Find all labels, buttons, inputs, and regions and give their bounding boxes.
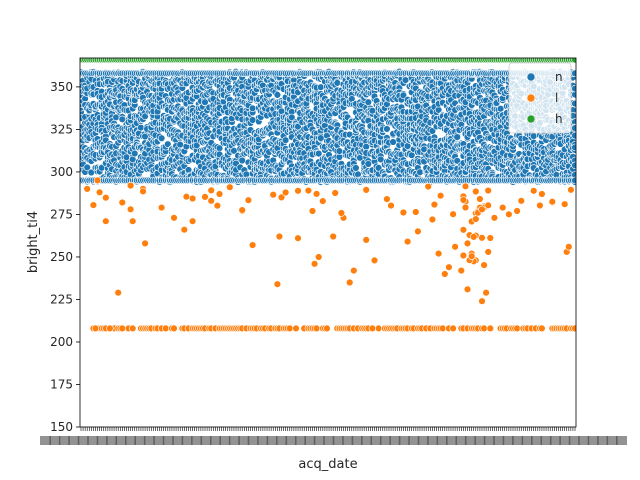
- data-point-l: [383, 195, 391, 203]
- data-point-l: [91, 324, 100, 333]
- data-point-l: [188, 217, 197, 225]
- data-point-l: [126, 205, 135, 214]
- data-point-l: [449, 324, 457, 333]
- data-point-n: [137, 123, 145, 132]
- data-point-n: [529, 132, 538, 140]
- data-point-l: [215, 190, 224, 198]
- data-point-l: [346, 278, 354, 287]
- data-point-l: [350, 266, 358, 275]
- data-point-l: [480, 324, 488, 333]
- data-point-n: [368, 106, 377, 115]
- data-point-n: [238, 156, 246, 165]
- data-point-l: [310, 260, 319, 268]
- data-point-l: [370, 256, 379, 265]
- data-point-l: [106, 324, 114, 333]
- data-point-l: [102, 217, 110, 225]
- data-point-n: [273, 91, 282, 99]
- data-point-l: [248, 241, 257, 249]
- data-point-l: [275, 232, 284, 241]
- data-point-n: [248, 104, 257, 113]
- data-point-l: [273, 280, 282, 288]
- series-n-points: [80, 67, 576, 186]
- data-point-l: [129, 217, 137, 225]
- data-point-l: [304, 186, 313, 195]
- data-point-l: [118, 198, 127, 207]
- data-point-n: [496, 104, 505, 113]
- data-point-l: [445, 263, 453, 271]
- data-point-n: [453, 133, 461, 141]
- data-point-l: [294, 234, 302, 242]
- data-point-l: [441, 270, 449, 278]
- data-point-n: [317, 134, 325, 142]
- data-point-l: [170, 214, 178, 222]
- data-point-n: [364, 160, 372, 168]
- data-point-l: [434, 249, 443, 258]
- data-point-l: [368, 324, 377, 333]
- data-point-l: [403, 237, 412, 246]
- data-point-l: [129, 324, 137, 333]
- data-point-l: [312, 324, 321, 333]
- data-point-l: [414, 227, 422, 236]
- data-point-n: [364, 98, 372, 106]
- data-point-l: [141, 239, 149, 248]
- data-point-l: [538, 324, 546, 333]
- data-point-n: [248, 116, 257, 124]
- data-point-l: [308, 207, 317, 215]
- data-point-n: [389, 138, 397, 146]
- data-point-n: [281, 136, 290, 144]
- data-point-l: [286, 324, 294, 333]
- data-point-l: [428, 215, 437, 224]
- data-point-l: [226, 183, 234, 191]
- data-point-l: [329, 232, 337, 241]
- data-point-n: [176, 140, 184, 149]
- data-point-n: [335, 147, 344, 155]
- data-point-l: [114, 289, 122, 297]
- data-point-l: [439, 324, 447, 333]
- data-point-l: [513, 324, 521, 333]
- data-point-l: [180, 226, 189, 234]
- data-point-n: [83, 163, 91, 172]
- data-point-l: [162, 324, 170, 333]
- data-point-n: [408, 151, 416, 159]
- data-point-l: [89, 201, 98, 209]
- data-point-l: [374, 324, 383, 333]
- data-point-l: [207, 197, 215, 205]
- data-point-n: [164, 140, 172, 148]
- data-point-n: [352, 164, 360, 172]
- data-point-l: [362, 236, 370, 244]
- data-point-n: [416, 168, 424, 176]
- data-point-n: [333, 79, 341, 87]
- data-point-l: [323, 324, 331, 333]
- plot-area: [80, 58, 576, 333]
- data-point-l: [292, 324, 300, 333]
- data-point-l: [170, 324, 178, 333]
- data-point-n: [201, 98, 209, 106]
- data-point-n: [383, 125, 391, 133]
- data-point-n: [157, 134, 166, 142]
- data-point-l: [93, 176, 102, 185]
- data-point-l: [486, 324, 494, 333]
- data-point-l: [95, 188, 104, 197]
- data-point-n: [131, 149, 139, 158]
- data-point-l: [118, 324, 127, 333]
- data-point-l: [315, 253, 323, 261]
